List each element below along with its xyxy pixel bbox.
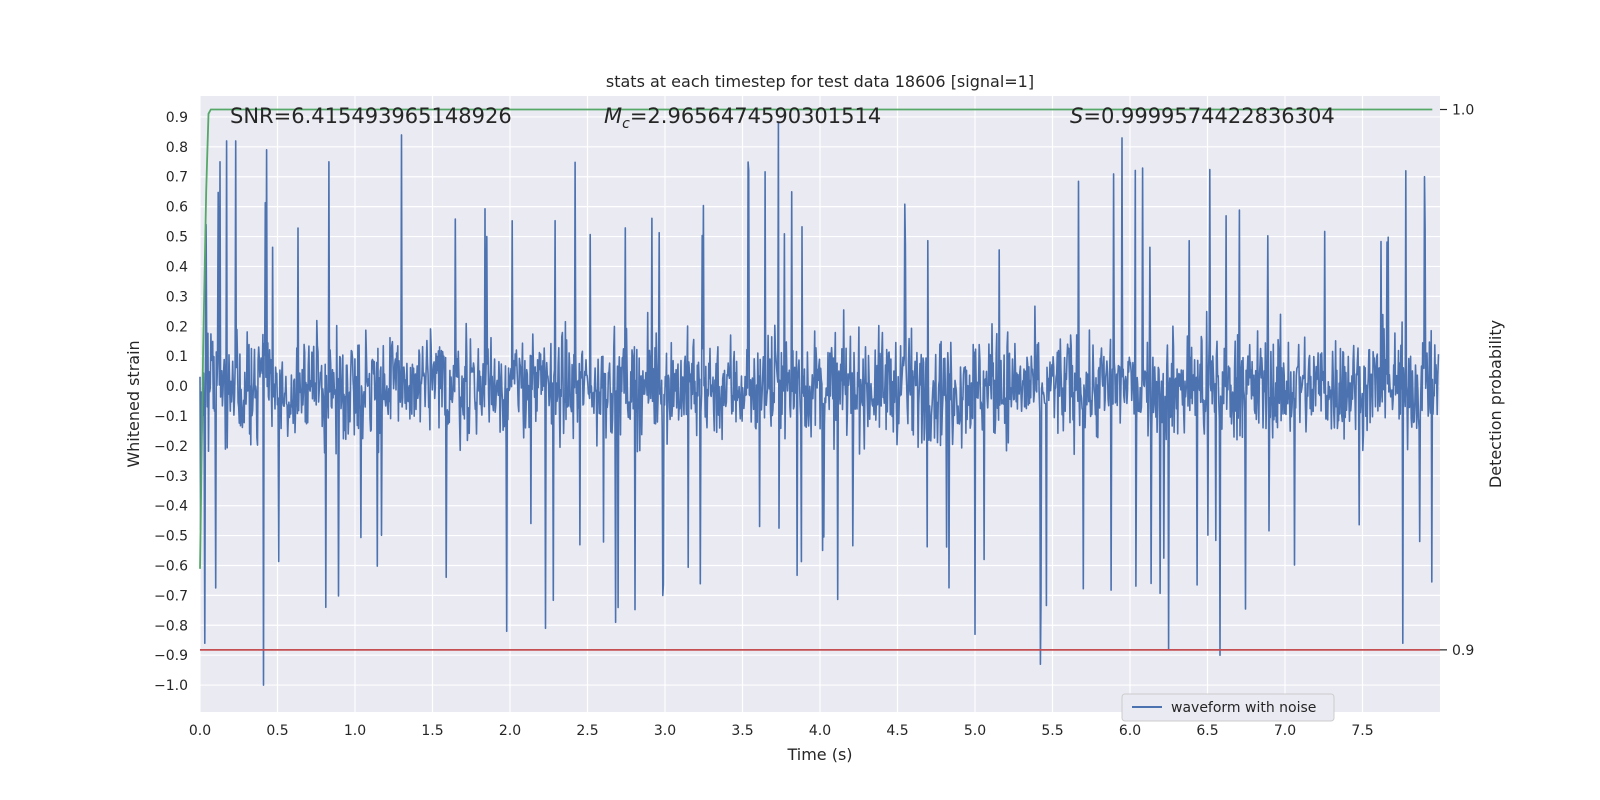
x-tick-label: 3.0 xyxy=(654,723,676,739)
x-tick-label: 7.0 xyxy=(1274,723,1296,739)
x-tick-label: 4.0 xyxy=(809,723,831,739)
y-tick-label: 0.1 xyxy=(166,349,188,365)
x-ticks: 0.0 0.5 1.0 1.5 2.0 2.5 3.0 3.5 4.0 4.5 5.0 5.5 6.0 6… xyxy=(189,723,1374,739)
x-tick-label: 0.0 xyxy=(189,723,211,739)
y-ticks-right: 1.0 0.9 xyxy=(1440,103,1474,659)
y-tick-label: 0.2 xyxy=(166,319,188,335)
y-tick-label: −1.0 xyxy=(154,678,188,694)
legend-label: waveform with noise xyxy=(1171,700,1316,716)
y-right-tick-label: 0.9 xyxy=(1452,643,1474,659)
x-tick-label: 6.5 xyxy=(1196,723,1218,739)
y-tick-label: −0.2 xyxy=(154,439,188,455)
x-axis-label: Time (s) xyxy=(786,745,852,764)
x-tick-label: 1.5 xyxy=(421,723,443,739)
x-tick-label: 1.0 xyxy=(344,723,366,739)
x-tick-label: 7.5 xyxy=(1351,723,1373,739)
x-tick-label: 4.5 xyxy=(886,723,908,739)
y-axis-label-right: Detection probability xyxy=(1486,320,1505,488)
y-axis-label: Whitened strain xyxy=(124,340,143,467)
s-value: =0.9999574422836304 xyxy=(1083,104,1334,128)
series-area xyxy=(199,108,1440,686)
mc-value: =2.9656474590301514 xyxy=(630,104,881,128)
y-tick-label: 0.0 xyxy=(166,379,188,395)
snr-annotation: SNR=6.415493965148926 xyxy=(230,104,512,128)
series-detection-probability xyxy=(199,108,1433,569)
y-tick-label: −0.5 xyxy=(154,529,188,545)
x-tick-label: 2.5 xyxy=(576,723,598,739)
x-tick-label: 5.5 xyxy=(1041,723,1063,739)
x-tick-label: 6.0 xyxy=(1119,723,1141,739)
y-tick-label: 0.4 xyxy=(166,259,188,275)
legend-box xyxy=(1121,693,1335,722)
x-tick-label: 2.0 xyxy=(499,723,521,739)
y-tick-label: −0.8 xyxy=(154,618,188,634)
y-tick-label: 0.3 xyxy=(166,289,188,305)
mc-subscript: c xyxy=(622,116,630,132)
mc-annotation: Mc=2.9656474590301514 xyxy=(604,104,881,132)
x-tick-label: 0.5 xyxy=(266,723,288,739)
y-tick-label: 0.5 xyxy=(166,230,188,246)
x-tick-label: 3.5 xyxy=(731,723,753,739)
mc-symbol: M xyxy=(604,104,622,128)
y-tick-label: −0.1 xyxy=(154,409,188,425)
y-tick-label: −0.7 xyxy=(154,588,188,604)
y-tick-label: −0.9 xyxy=(154,648,188,664)
y-tick-label: 0.6 xyxy=(166,200,188,216)
s-symbol: S xyxy=(1070,104,1083,128)
y-tick-label: 0.8 xyxy=(166,140,188,156)
y-tick-label: 0.9 xyxy=(166,110,188,126)
y-right-tick-label: 1.0 xyxy=(1452,103,1474,119)
chart-title: stats at each timestep for test data 186… xyxy=(606,72,1034,91)
series-waveform-with-noise xyxy=(199,122,1440,686)
y-tick-label: −0.6 xyxy=(154,558,188,574)
legend: waveform with noise xyxy=(1121,693,1335,722)
y-tick-label: 0.7 xyxy=(166,170,188,186)
y-tick-label: −0.4 xyxy=(154,499,188,515)
s-annotation: S=0.9999574422836304 xyxy=(1070,104,1335,128)
y-tick-label: −0.3 xyxy=(154,469,188,485)
x-tick-label: 5.0 xyxy=(964,723,986,739)
y-ticks: 0.9 0.8 0.7 0.6 0.5 0.4 0.3 0.2 0.1 0.0 −0.1 −0.2 −0… xyxy=(154,110,188,694)
